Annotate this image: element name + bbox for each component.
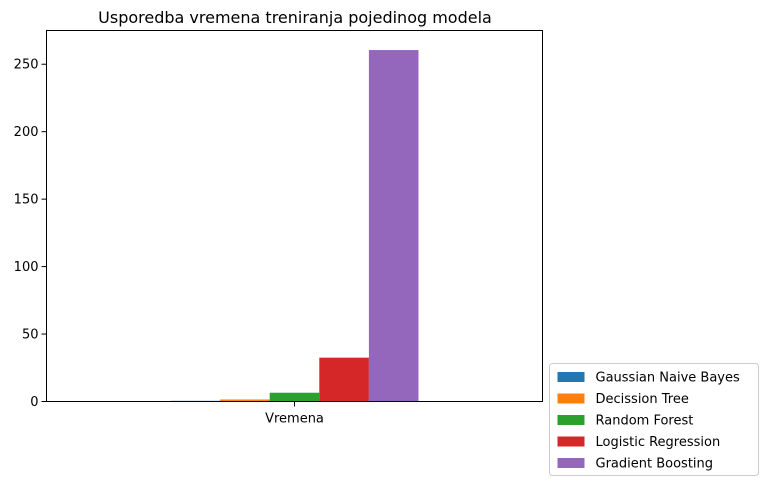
legend-swatch bbox=[557, 415, 585, 425]
y-tick-label: 50 bbox=[22, 328, 39, 343]
legend: Gaussian Naive Bayes Decission Tree Random… bbox=[549, 363, 759, 476]
x-axis: Vremena bbox=[265, 401, 324, 427]
legend-swatch bbox=[557, 458, 585, 468]
chart-title: Usporedba vremena treniranja pojedinog m… bbox=[98, 8, 492, 27]
bar bbox=[269, 392, 320, 402]
legend-swatch bbox=[557, 372, 585, 382]
axes-frame bbox=[46, 30, 543, 402]
x-tick-label: Vremena bbox=[265, 412, 324, 427]
legend-swatch bbox=[557, 436, 585, 447]
bar bbox=[319, 357, 369, 402]
bar bbox=[368, 50, 419, 402]
legend-swatch bbox=[557, 393, 585, 404]
legend-label: Random Forest bbox=[596, 414, 694, 429]
legend-label: Gradient Boosting bbox=[596, 457, 714, 472]
legend-box bbox=[549, 363, 759, 476]
y-tick-label: 200 bbox=[14, 125, 39, 140]
y-tick-label: 150 bbox=[14, 193, 39, 208]
y-axis: 0 50 100 150 200 250 bbox=[14, 58, 47, 410]
legend-label: Decission Tree bbox=[596, 392, 689, 407]
y-tick-label: 0 bbox=[30, 395, 38, 410]
legend-label: Logistic Regression bbox=[596, 435, 721, 450]
legend-label: Gaussian Naive Bayes bbox=[596, 371, 740, 386]
y-tick-label: 100 bbox=[14, 260, 39, 275]
bar bbox=[220, 399, 270, 402]
plot-area bbox=[170, 50, 419, 402]
y-tick-label: 250 bbox=[14, 58, 39, 73]
